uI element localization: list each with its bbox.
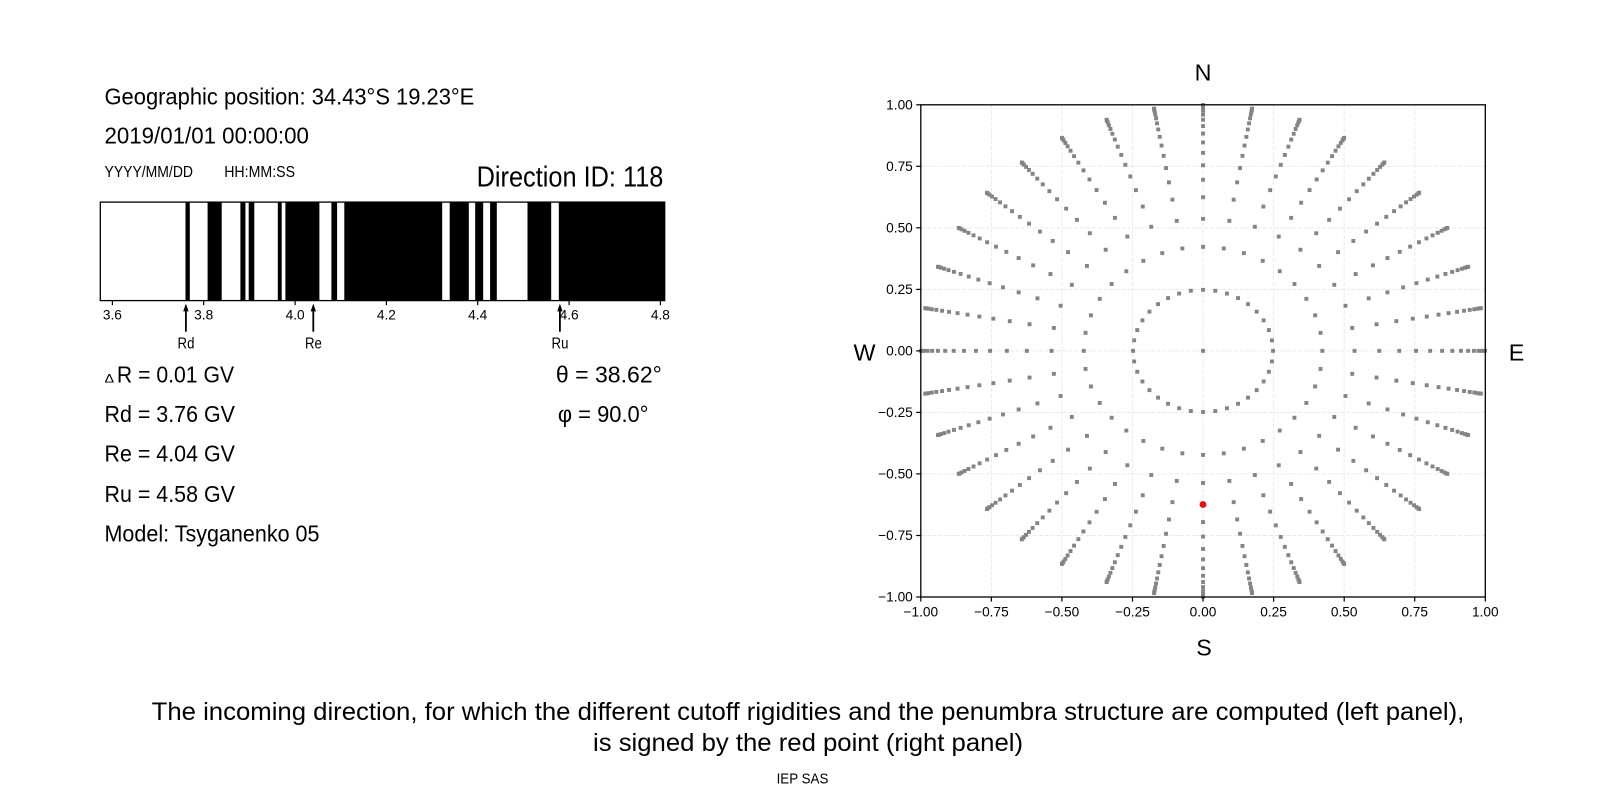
svg-text:1.00: 1.00: [1472, 605, 1499, 620]
svg-text:−0.75: −0.75: [974, 605, 1009, 620]
svg-text:−0.50: −0.50: [878, 467, 913, 482]
svg-text:HH:MM:SS: HH:MM:SS: [224, 164, 295, 181]
svg-text:Model: Tsyganenko 05: Model: Tsyganenko 05: [105, 520, 320, 546]
svg-text:3.8: 3.8: [194, 307, 213, 322]
svg-text:is signed by the red point (ri: is signed by the red point (right panel): [593, 729, 1023, 757]
svg-text:4.6: 4.6: [560, 307, 579, 322]
svg-text:2019/01/01 00:00:00: 2019/01/01 00:00:00: [105, 123, 309, 149]
svg-text:Ru: Ru: [552, 335, 569, 352]
svg-text:4.0: 4.0: [286, 307, 305, 322]
svg-text:0.00: 0.00: [886, 344, 913, 359]
svg-text:0.25: 0.25: [886, 282, 913, 297]
svg-text:Δ: Δ: [105, 371, 114, 385]
svg-text:Ru = 4.58 GV: Ru = 4.58 GV: [105, 481, 236, 507]
svg-text:N: N: [1195, 60, 1212, 86]
svg-text:1.00: 1.00: [886, 98, 913, 113]
svg-text:Rd: Rd: [178, 335, 195, 352]
svg-text:φ = 90.0°: φ = 90.0°: [558, 401, 649, 427]
svg-text:0.00: 0.00: [1190, 605, 1217, 620]
svg-text:0.75: 0.75: [886, 159, 913, 174]
svg-text:−0.75: −0.75: [878, 528, 913, 543]
svg-text:Rd = 3.76 GV: Rd = 3.76 GV: [105, 401, 236, 427]
svg-text:Geographic position: 34.43°S 1: Geographic position: 34.43°S 19.23°E: [105, 83, 475, 109]
svg-text:−1.00: −1.00: [878, 590, 913, 605]
svg-text:0.50: 0.50: [1331, 605, 1358, 620]
svg-text:−1.00: −1.00: [903, 605, 938, 620]
svg-text:4.8: 4.8: [651, 307, 670, 322]
svg-text:S: S: [1196, 635, 1212, 661]
svg-text:3.6: 3.6: [103, 307, 122, 322]
svg-text:θ = 38.62°: θ = 38.62°: [556, 361, 662, 387]
svg-text:E: E: [1509, 340, 1525, 366]
svg-text:0.25: 0.25: [1260, 605, 1287, 620]
svg-text:4.4: 4.4: [468, 307, 487, 322]
svg-text:0.75: 0.75: [1401, 605, 1428, 620]
svg-text:−0.25: −0.25: [878, 405, 913, 420]
svg-text:YYYY/MM/DD: YYYY/MM/DD: [105, 164, 194, 181]
svg-text:Direction ID: 118: Direction ID: 118: [477, 161, 664, 193]
svg-text:R = 0.01 GV: R = 0.01 GV: [117, 361, 235, 387]
svg-text:−0.50: −0.50: [1045, 605, 1080, 620]
svg-text:Re = 4.04 GV: Re = 4.04 GV: [105, 441, 236, 467]
svg-text:The incoming direction, for wh: The incoming direction, for which the di…: [152, 698, 1465, 726]
svg-text:−0.25: −0.25: [1115, 605, 1150, 620]
svg-text:IEP SAS: IEP SAS: [777, 772, 829, 788]
svg-text:W: W: [854, 340, 876, 366]
svg-text:Re: Re: [305, 335, 322, 352]
svg-text:0.50: 0.50: [886, 221, 913, 236]
svg-text:4.2: 4.2: [377, 307, 396, 322]
